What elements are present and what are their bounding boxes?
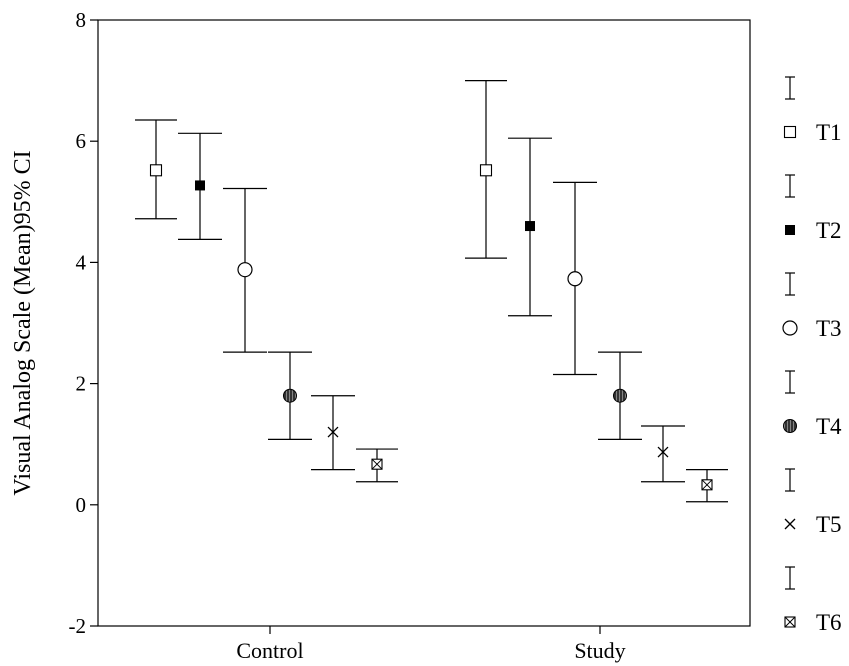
x-marker-stroke xyxy=(327,426,339,438)
errorbar-t6-control xyxy=(356,448,398,483)
legend-label: T3 xyxy=(816,316,842,341)
filled-square-marker xyxy=(785,225,795,235)
open-square-marker xyxy=(149,164,163,177)
legend-label: T1 xyxy=(816,120,842,145)
crossed-square-stroke xyxy=(784,616,796,628)
legend-label: T4 xyxy=(816,414,842,439)
legend-label: T6 xyxy=(816,610,842,635)
legend-item-t2: T2 xyxy=(785,174,842,243)
legend-item-t5: T5 xyxy=(784,468,842,537)
errorbar-t4-study xyxy=(598,351,642,440)
errorbar-t3-control xyxy=(223,187,267,353)
plot-marks xyxy=(135,79,728,503)
errorbar-t5-control xyxy=(311,395,355,471)
x-category-label: Control xyxy=(236,638,303,663)
x-category-label: Study xyxy=(574,638,625,663)
errorbar-t6-study xyxy=(686,469,728,503)
hatched-circle-marker xyxy=(613,388,627,403)
y-tick-label: 8 xyxy=(76,8,87,32)
open-circle-marker xyxy=(567,271,583,287)
y-tick-label: 6 xyxy=(76,129,87,153)
y-axis-label: Visual Analog Scale (Mean)95% CI xyxy=(10,150,36,495)
legend-item-t6: T6 xyxy=(784,566,842,635)
errorbar-t3-study xyxy=(553,181,597,376)
plot-frame xyxy=(97,19,751,627)
hatched-circle-marker xyxy=(283,388,297,403)
filled-square-marker xyxy=(195,180,205,191)
errorbar-t2-control xyxy=(178,132,222,240)
open-circle-marker xyxy=(782,320,798,336)
crossed-square-stroke xyxy=(701,479,713,491)
y-tick-label: 0 xyxy=(76,493,87,517)
open-circle-marker xyxy=(237,262,253,278)
y-axis: -2 0 2 4 6 8 xyxy=(69,8,98,638)
y-tick-label: 4 xyxy=(76,250,87,274)
legend-item-t4: T4 xyxy=(783,370,842,439)
y-tick-label: 2 xyxy=(76,372,87,396)
legend-item-t1: T1 xyxy=(783,76,842,145)
legend-label: T2 xyxy=(816,218,842,243)
errorbar-t5-study xyxy=(641,425,685,483)
errorbar-t1-study xyxy=(465,79,507,259)
errorbar-t2-study xyxy=(508,137,552,317)
x-marker-stroke xyxy=(657,446,669,458)
filled-square-marker xyxy=(525,221,535,232)
open-square-marker xyxy=(783,125,797,139)
hatched-circle-marker xyxy=(783,419,797,433)
y-tick-label: -2 xyxy=(69,614,87,638)
x-marker-stroke xyxy=(784,518,796,530)
x-axis: Control Study xyxy=(236,626,626,663)
legend-label: T5 xyxy=(816,512,842,537)
errorbar-t1-control xyxy=(135,119,177,220)
open-square-marker xyxy=(479,164,493,177)
legend-item-t3: T3 xyxy=(782,272,842,341)
errorbar-t4-control xyxy=(268,351,312,440)
crossed-square-stroke xyxy=(371,458,383,470)
legend: T1 T2 T3 T4 T5 T6 xyxy=(782,76,842,635)
